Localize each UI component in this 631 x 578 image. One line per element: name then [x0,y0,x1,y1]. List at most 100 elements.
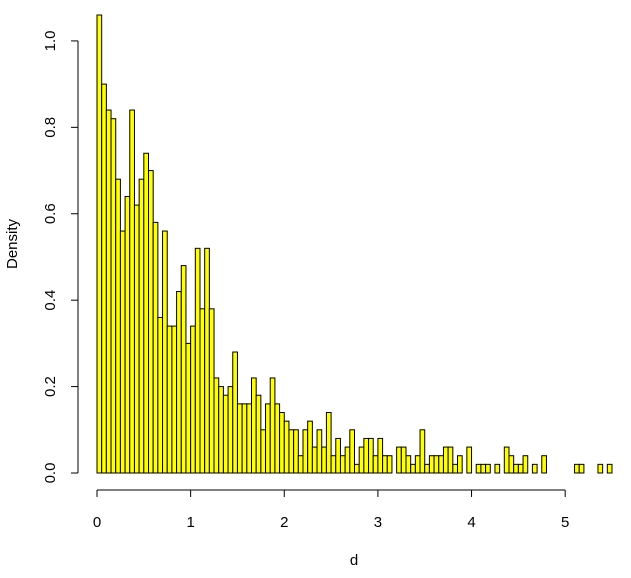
bar [265,403,271,474]
bar [396,446,402,474]
bar [517,463,524,474]
bar [232,351,238,474]
bar [428,455,435,474]
bar [288,429,295,474]
bar [321,446,327,474]
bar [311,446,318,474]
bar [442,446,449,474]
bar [400,446,407,474]
bar [410,463,416,474]
bar [279,412,285,474]
bar [269,377,276,474]
bar [302,429,309,474]
bar [424,463,430,474]
bar [251,377,257,474]
bar [419,429,426,474]
bar [494,463,501,474]
x-tick-label: 3 [374,514,382,531]
bar [208,308,215,474]
bar [105,109,112,474]
bar [358,446,365,474]
bar [475,463,482,474]
bar [335,437,341,474]
bar [133,204,140,474]
x-tick-label: 1 [186,514,194,531]
bar [138,178,145,474]
bar [260,429,267,474]
bar [255,394,262,474]
bar [466,446,473,474]
bar [199,308,206,474]
bar [185,342,192,474]
bar [190,325,196,474]
bar [110,118,117,474]
bar [204,247,210,474]
bar [166,325,173,474]
bar [414,455,421,474]
bar [129,109,135,474]
bar [531,463,538,474]
bar [143,152,149,474]
y-tick-label: 0.8 [42,117,59,138]
bar [307,420,313,474]
bar [157,316,164,474]
bar [222,394,229,474]
bar [541,455,547,474]
bar [213,377,220,474]
bar [452,463,458,474]
y-axis-label: Density [4,218,21,269]
bar [457,455,463,474]
bar [101,83,107,474]
bar [405,455,412,474]
bar [344,446,351,474]
bar [96,14,103,474]
x-tick-label: 2 [280,514,288,531]
bar [339,455,346,474]
bar [316,429,323,474]
bar [606,463,613,474]
bar [363,437,370,474]
bar [377,437,384,474]
bar [578,463,585,474]
bar [194,247,201,474]
bar [148,170,154,474]
bar [485,463,491,474]
bar [152,221,159,474]
bar [297,455,304,474]
x-tick-label: 4 [467,514,475,531]
y-tick-label: 0.2 [42,376,59,397]
bar [241,403,248,474]
bar [503,446,510,474]
bar [386,455,393,474]
bar [227,386,234,474]
y-tick-label: 0.4 [42,290,59,311]
bar [162,230,168,474]
y-tick-label: 0.6 [42,203,59,224]
bar [171,325,178,474]
bar [180,265,187,474]
bar [119,230,126,474]
bar [574,463,580,474]
bar [246,403,252,474]
x-tick-label: 5 [561,514,569,531]
bar [283,420,290,474]
bar [354,463,360,474]
y-tick-label: 0.0 [42,463,59,484]
x-axis-label: d [350,552,358,569]
bar [372,455,379,474]
x-tick-label: 0 [93,514,101,531]
bar [508,455,515,474]
bar [368,437,374,474]
bar [438,455,444,474]
y-tick-label: 1.0 [42,30,59,51]
bar [382,455,388,474]
bar [597,463,604,474]
bar [513,463,519,474]
bar [447,446,454,474]
bar [349,429,355,474]
bar [330,455,337,474]
bar [218,386,224,474]
bar [325,412,332,474]
bar [522,455,529,474]
